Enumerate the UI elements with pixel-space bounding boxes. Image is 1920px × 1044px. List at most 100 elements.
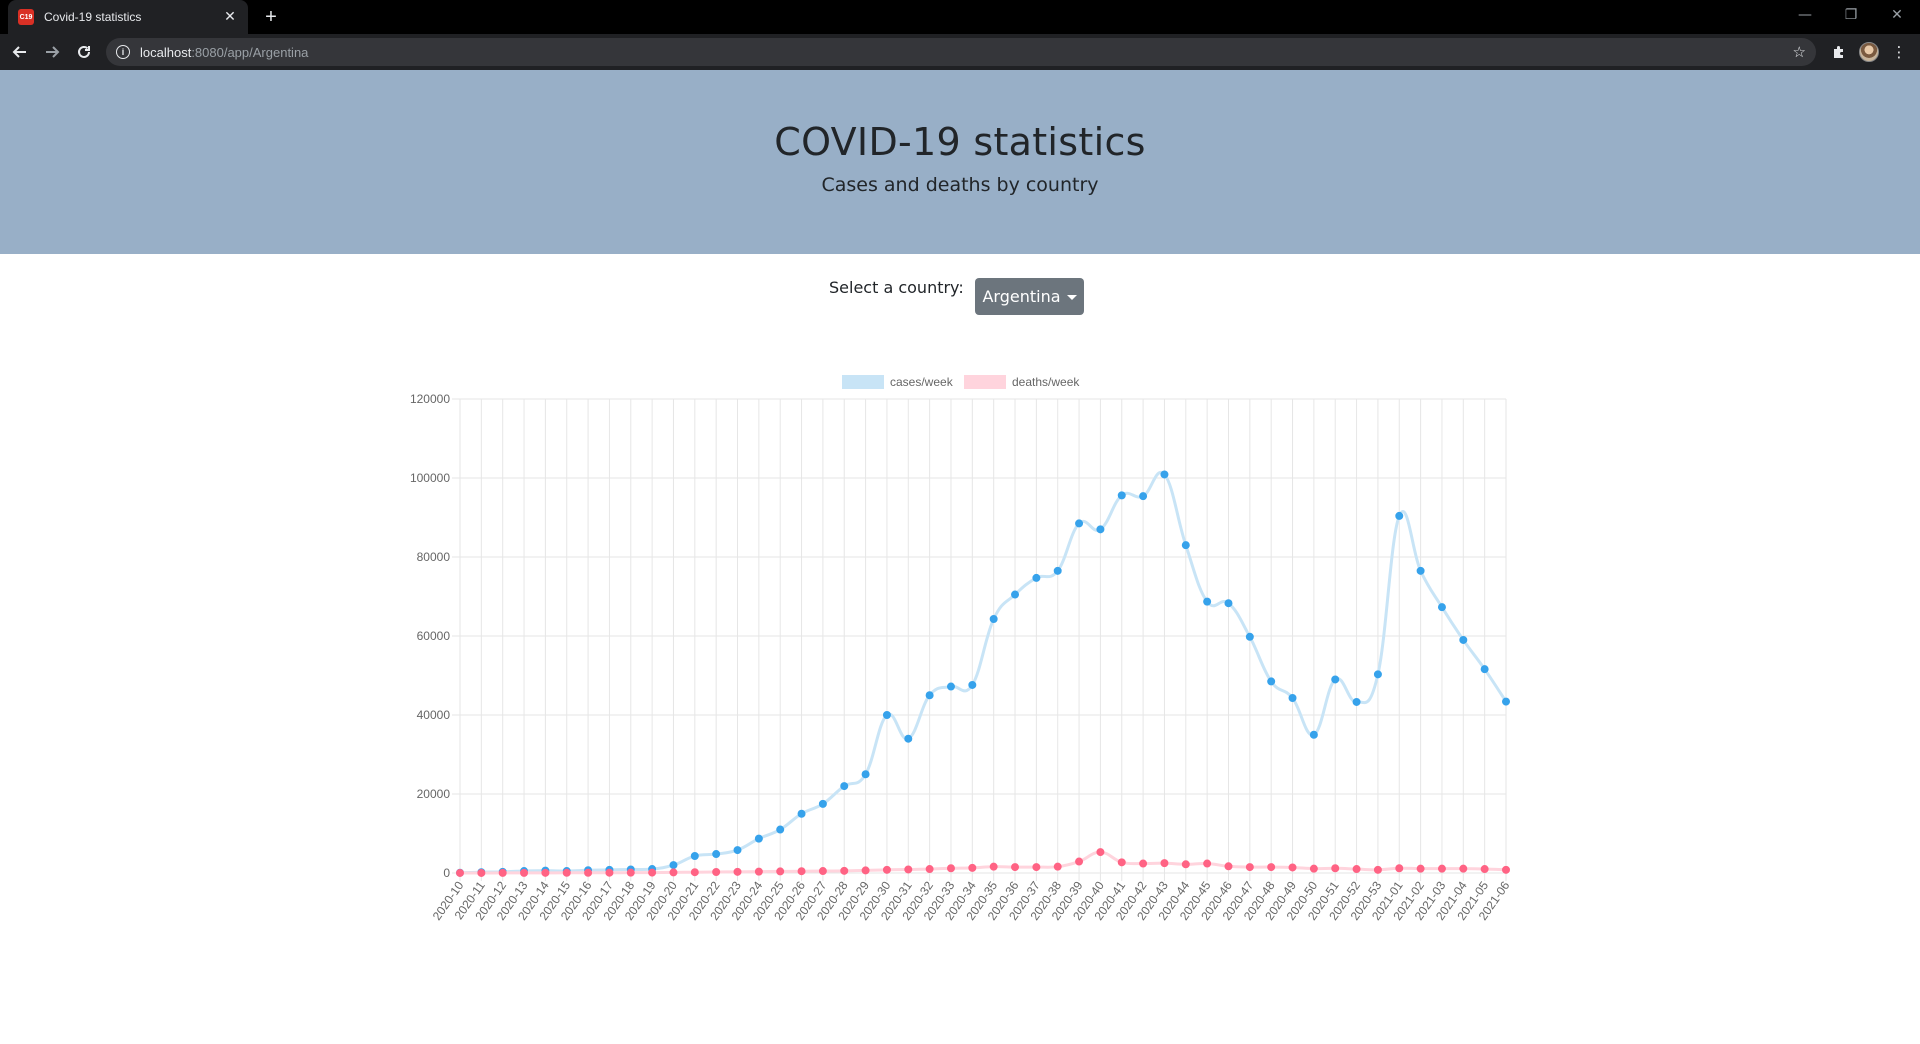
close-tab-icon[interactable]: ✕ <box>224 9 236 25</box>
deaths-data-point[interactable] <box>1203 859 1212 868</box>
deaths-data-point[interactable] <box>477 868 486 877</box>
cases-data-point[interactable] <box>1203 597 1212 606</box>
cases-data-point[interactable] <box>1267 677 1276 686</box>
deaths-data-point[interactable] <box>904 865 913 874</box>
cases-data-point[interactable] <box>1224 599 1233 608</box>
cases-data-point[interactable] <box>925 691 934 700</box>
deaths-data-point[interactable] <box>1011 863 1020 872</box>
site-info-icon[interactable]: i <box>116 45 130 59</box>
deaths-data-point[interactable] <box>861 866 870 875</box>
restore-window-button[interactable]: ❐ <box>1844 7 1858 23</box>
cases-data-point[interactable] <box>797 809 806 818</box>
browser-menu-icon[interactable]: ⋮ <box>1891 43 1907 61</box>
deaths-data-point[interactable] <box>1032 863 1041 872</box>
deaths-data-point[interactable] <box>968 863 977 872</box>
cases-data-point[interactable] <box>1437 603 1446 612</box>
deaths-data-point[interactable] <box>1416 864 1425 873</box>
cases-data-point[interactable] <box>1011 590 1020 599</box>
cases-data-point[interactable] <box>946 682 955 691</box>
cases-data-point[interactable] <box>754 834 763 843</box>
cases-data-point[interactable] <box>1331 675 1340 684</box>
cases-legend-swatch[interactable] <box>842 375 884 389</box>
country-dropdown-button[interactable]: Argentina <box>975 278 1084 315</box>
cases-data-point[interactable] <box>1075 519 1084 528</box>
cases-data-point[interactable] <box>882 711 891 719</box>
new-tab-button[interactable]: + <box>265 6 277 28</box>
deaths-data-point[interactable] <box>669 868 678 877</box>
deaths-data-point[interactable] <box>626 868 635 877</box>
back-button[interactable] <box>6 38 34 66</box>
deaths-legend-swatch[interactable] <box>964 375 1006 389</box>
deaths-data-point[interactable] <box>1352 865 1361 874</box>
cases-data-point[interactable] <box>1053 566 1062 575</box>
extensions-puzzle-icon[interactable] <box>1824 38 1854 66</box>
deaths-data-point[interactable] <box>1181 860 1190 869</box>
deaths-data-point[interactable] <box>498 868 507 877</box>
cases-data-point[interactable] <box>1309 730 1318 739</box>
cases-data-point[interactable] <box>1373 670 1382 679</box>
deaths-data-point[interactable] <box>989 862 998 871</box>
cases-data-point[interactable] <box>1395 511 1404 520</box>
deaths-data-point[interactable] <box>562 868 571 877</box>
close-window-button[interactable]: ✕ <box>1891 7 1903 23</box>
deaths-data-point[interactable] <box>648 868 657 877</box>
deaths-data-point[interactable] <box>605 868 614 877</box>
cases-data-point[interactable] <box>1117 491 1126 500</box>
deaths-data-point[interactable] <box>1480 865 1489 874</box>
deaths-data-point[interactable] <box>840 866 849 875</box>
deaths-data-point[interactable] <box>1075 857 1084 866</box>
deaths-data-point[interactable] <box>925 865 934 874</box>
address-bar[interactable]: i localhost:8080/app/Argentina ☆ <box>106 38 1816 66</box>
cases-data-point[interactable] <box>733 846 742 855</box>
deaths-data-point[interactable] <box>754 867 763 876</box>
cases-data-point[interactable] <box>1288 694 1297 703</box>
cases-data-point[interactable] <box>1139 492 1148 501</box>
cases-data-point[interactable] <box>1181 541 1190 550</box>
cases-data-point[interactable] <box>840 782 849 791</box>
cases-data-point[interactable] <box>1416 566 1425 575</box>
deaths-data-point[interactable] <box>1117 858 1126 867</box>
deaths-data-point[interactable] <box>690 868 699 877</box>
cases-data-point[interactable] <box>1245 632 1254 641</box>
cases-data-point[interactable] <box>712 850 721 859</box>
cases-data-point[interactable] <box>1096 525 1105 534</box>
deaths-data-point[interactable] <box>1459 864 1468 873</box>
deaths-data-point[interactable] <box>1160 859 1169 868</box>
deaths-data-point[interactable] <box>882 865 891 874</box>
cases-data-point[interactable] <box>1032 573 1041 582</box>
deaths-data-point[interactable] <box>541 868 550 877</box>
deaths-data-point[interactable] <box>1245 863 1254 872</box>
cases-data-point[interactable] <box>989 615 998 624</box>
cases-data-point[interactable] <box>1160 470 1169 479</box>
reload-button[interactable] <box>70 38 98 66</box>
cases-data-point[interactable] <box>861 770 870 779</box>
bookmark-star-icon[interactable]: ☆ <box>1792 43 1806 61</box>
cases-data-point[interactable] <box>1459 635 1468 644</box>
deaths-data-point[interactable] <box>1267 863 1276 872</box>
deaths-data-point[interactable] <box>1331 864 1340 873</box>
deaths-data-point[interactable] <box>733 867 742 876</box>
cases-data-point[interactable] <box>776 825 785 834</box>
deaths-data-point[interactable] <box>1096 848 1105 857</box>
profile-avatar[interactable] <box>1854 38 1884 66</box>
cases-data-point[interactable] <box>818 799 827 808</box>
deaths-data-point[interactable] <box>1437 864 1446 873</box>
deaths-data-point[interactable] <box>797 867 806 876</box>
cases-legend-label[interactable]: cases/week <box>890 375 954 389</box>
cases-data-point[interactable] <box>690 852 699 861</box>
deaths-data-point[interactable] <box>712 868 721 877</box>
deaths-legend-label[interactable]: deaths/week <box>1012 375 1080 389</box>
deaths-data-point[interactable] <box>1502 865 1510 874</box>
cases-data-point[interactable] <box>1352 697 1361 706</box>
browser-tab[interactable]: C19 Covid-19 statistics ✕ <box>8 0 248 34</box>
deaths-data-point[interactable] <box>1139 859 1148 868</box>
deaths-data-point[interactable] <box>776 867 785 876</box>
deaths-data-point[interactable] <box>520 868 529 877</box>
deaths-data-point[interactable] <box>1053 862 1062 871</box>
cases-data-point[interactable] <box>904 734 913 743</box>
cases-data-point[interactable] <box>1480 665 1489 674</box>
deaths-data-point[interactable] <box>584 868 593 877</box>
deaths-data-point[interactable] <box>1395 864 1404 873</box>
minimize-window-button[interactable]: — <box>1798 7 1812 23</box>
cases-data-point[interactable] <box>1502 697 1510 706</box>
